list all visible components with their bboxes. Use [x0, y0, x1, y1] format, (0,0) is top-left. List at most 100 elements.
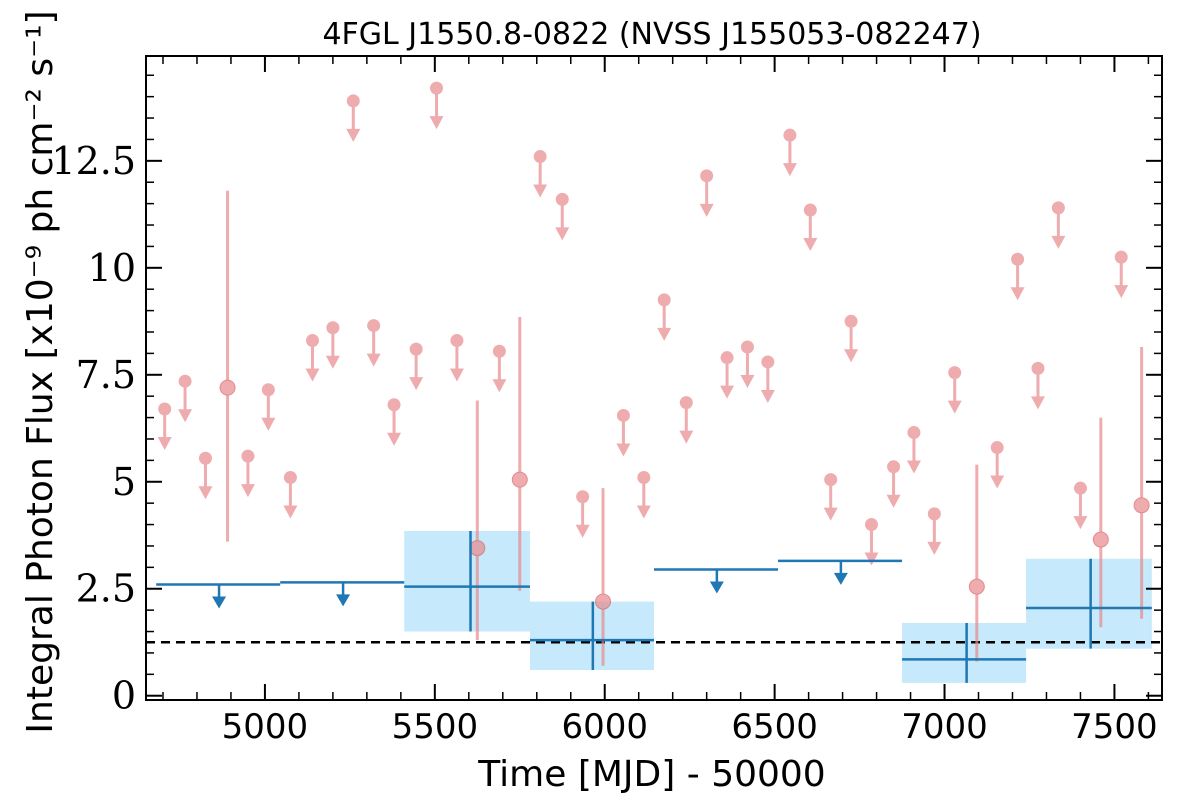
upper-limit-marker [700, 169, 714, 183]
upper-limit-marker [927, 507, 941, 521]
short-bin-upper-limit [782, 128, 797, 177]
short-bin-upper-limit [720, 351, 735, 399]
upper-limit-marker [533, 150, 547, 164]
upper-limit-marker [1073, 481, 1087, 495]
long-bin-uncertainty-band [404, 530, 530, 632]
upper-limit-marker [492, 344, 506, 358]
short-bin-upper-limit [760, 355, 775, 403]
long-bin-upper-limit-arrowhead [212, 596, 227, 609]
upper-limit-marker [283, 470, 297, 484]
short-bin-upper-limit [990, 441, 1005, 489]
short-bin-upper-limit [533, 150, 548, 198]
upper-limit-marker [430, 81, 444, 95]
short-bin-upper-limit [387, 398, 402, 446]
short-bin-upper-limit [346, 94, 361, 142]
x-tick-label: 6500 [731, 707, 818, 747]
upper-limit-arrowhead [325, 355, 340, 369]
upper-limit-arrowhead [449, 368, 464, 382]
x-axis-title: Time [MJD] - 50000 [477, 754, 825, 795]
upper-limit-marker [1051, 201, 1065, 215]
short-bin-upper-limit [449, 334, 464, 382]
upper-limit-arrowhead [927, 541, 942, 555]
upper-limit-arrowhead [1030, 396, 1045, 410]
plot-frame [145, 55, 1163, 701]
short-bin-detection [1092, 417, 1109, 628]
upper-limit-arrowhead [823, 507, 838, 521]
upper-limit-arrowhead [198, 486, 213, 500]
upper-limit-arrowhead [679, 430, 694, 444]
short-bin-upper-limit [240, 449, 255, 498]
upper-limit-arrowhead [803, 238, 818, 252]
upper-limit-arrowhead [844, 349, 859, 363]
short-bin-upper-limit [947, 366, 962, 414]
short-bin-detection [511, 317, 528, 591]
short-bin-upper-limit [366, 319, 381, 367]
short-bin-upper-limit [1114, 250, 1129, 299]
upper-limit-marker [1011, 252, 1025, 266]
upper-limit-arrowhead [1010, 287, 1025, 301]
short-bin-upper-limit [1010, 252, 1025, 301]
short-bin-upper-limit [178, 374, 193, 423]
short-bin-upper-limit [555, 192, 570, 241]
short-bin-upper-limit [927, 507, 942, 555]
upper-limit-marker [720, 351, 734, 365]
upper-limit-marker [803, 203, 817, 217]
upper-limit-arrowhead [555, 227, 570, 241]
short-bin-upper-limit [1051, 201, 1066, 249]
y-tick-label: 5 [112, 460, 136, 504]
upper-limit-arrowhead [990, 475, 1005, 489]
upper-limit-arrowhead [261, 417, 276, 431]
short-bin-upper-limit [699, 169, 714, 217]
upper-limit-arrowhead [947, 400, 962, 414]
upper-limit-arrowhead [699, 203, 714, 217]
upper-limit-arrowhead [575, 524, 590, 538]
upper-limit-arrowhead [1051, 235, 1066, 249]
detection-marker [511, 471, 528, 488]
upper-limit-marker [241, 449, 255, 463]
y-tick-label: 12.5 [51, 139, 136, 183]
upper-limit-marker [450, 334, 464, 348]
short-bin-upper-limit [283, 470, 298, 519]
y-tick-label: 0 [112, 674, 136, 718]
upper-limit-marker [326, 321, 340, 335]
short-bin-upper-limit [844, 314, 859, 363]
upper-limit-marker [367, 319, 381, 333]
upper-limit-marker [555, 192, 569, 206]
x-tick-label: 7500 [1071, 707, 1158, 747]
upper-limit-arrowhead [864, 552, 879, 566]
short-bin-detection [1133, 346, 1150, 619]
short-bin-upper-limit [409, 342, 424, 391]
y-tick-label: 7.5 [76, 353, 136, 397]
detection-marker [1092, 531, 1109, 548]
upper-limit-arrowhead [429, 116, 444, 130]
short-bin-upper-limit [906, 426, 921, 474]
upper-limit-marker [306, 334, 320, 348]
short-bin-detection [968, 464, 985, 662]
upper-limit-arrowhead [636, 505, 651, 519]
upper-limit-marker [576, 490, 590, 504]
upper-limit-marker [346, 94, 360, 108]
short-bin-upper-limit [636, 470, 651, 519]
short-bin-upper-limit [325, 321, 340, 369]
upper-limit-arrowhead [616, 443, 631, 457]
upper-limit-arrowhead [906, 460, 921, 474]
detection-marker [968, 578, 985, 595]
upper-limit-marker [616, 408, 630, 422]
y-axis-title: Integral Photon Flux [x10⁻⁹ ph cm⁻² s⁻¹] [20, 10, 61, 733]
long-bin-uncertainty-band [902, 622, 1027, 683]
upper-limit-arrowhead [283, 505, 298, 519]
upper-limit-arrowhead [178, 409, 193, 423]
upper-limit-arrowhead [886, 494, 901, 508]
short-bin-upper-limit [198, 451, 213, 500]
short-bin-upper-limit [740, 340, 755, 388]
upper-limit-marker [824, 473, 838, 487]
upper-limit-arrowhead [240, 484, 255, 498]
short-bin-upper-limit [616, 408, 631, 457]
x-tick-label: 6000 [561, 707, 648, 747]
plot-area [146, 81, 1162, 683]
short-bin-upper-limit [864, 518, 879, 566]
short-bin-upper-limit [492, 344, 507, 393]
upper-limit-arrowhead [305, 368, 320, 382]
long-bin-uncertainty-band [1026, 558, 1152, 649]
